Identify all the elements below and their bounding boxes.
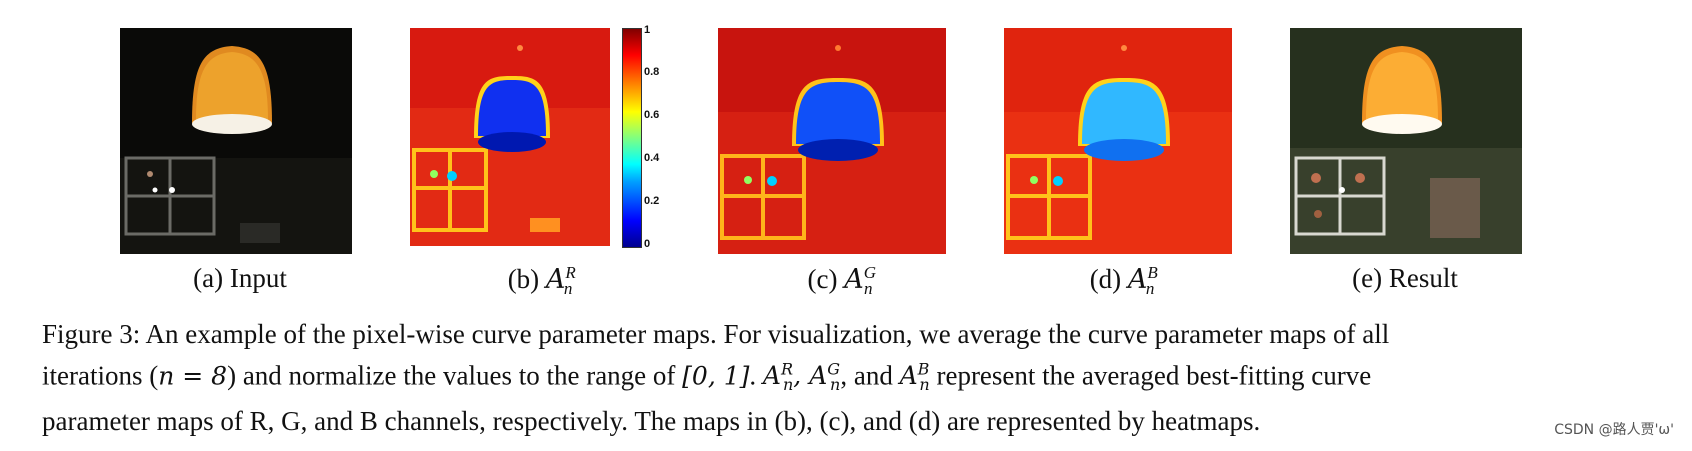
colorbar-tick-1: 1: [644, 24, 651, 36]
colorbar-tick-0.2: 0.2: [644, 195, 660, 207]
watermark: CSDN @路人贾'ω': [1554, 422, 1674, 438]
caption-line-2: iterations (n = 8) and normalize the val…: [42, 360, 1372, 395]
figure-caption: Figure 3: An example of the pixel-wise c…: [42, 316, 1602, 439]
colorbar-tick-0.6: 0.6: [644, 109, 660, 121]
panel-heatmap-blue: [1004, 28, 1232, 254]
colorbar-tick-0.8: 0.8: [644, 66, 660, 78]
colorbar: [622, 28, 642, 248]
subcaption-a: (a) Input: [193, 263, 287, 293]
panel-result-image: [1290, 28, 1522, 254]
subcaption-e: (e) Result: [1352, 263, 1458, 293]
subcaption-b: (b) ARn: [507, 263, 576, 299]
panel-input-image: [120, 28, 352, 254]
colorbar-tick-0: 0: [644, 238, 651, 250]
panel-heatmap-green: [718, 28, 946, 254]
caption-line-1: Figure 3: An example of the pixel-wise c…: [42, 319, 1390, 349]
caption-line-3: parameter maps of R, G, and B channels, …: [42, 406, 1261, 437]
subcaption-d: (d) ABn: [1089, 263, 1158, 299]
subcaption-c: (c) AGn: [807, 263, 877, 299]
colorbar-tick-0.4: 0.4: [644, 152, 660, 164]
panel-heatmap-red: [410, 28, 610, 246]
